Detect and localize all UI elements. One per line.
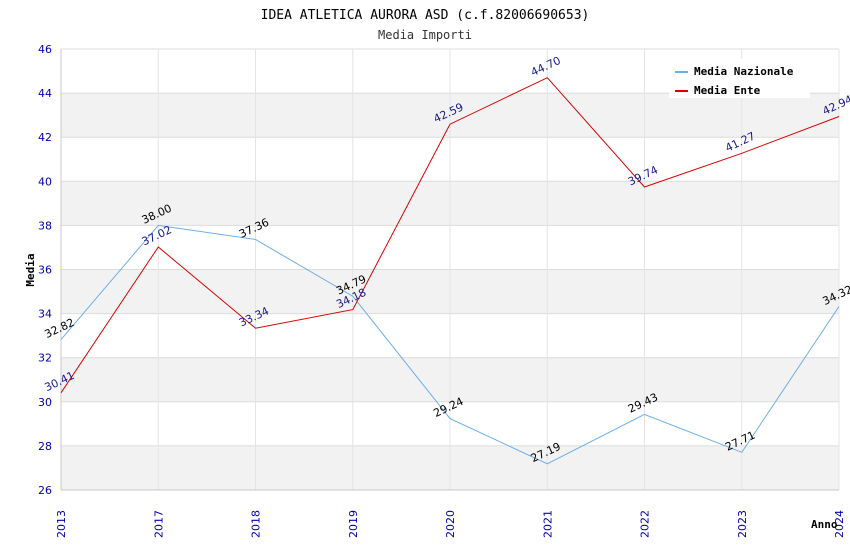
x-axis-label: Anno bbox=[811, 518, 838, 531]
y-tick-label: 28 bbox=[38, 440, 52, 453]
y-tick-label: 26 bbox=[38, 484, 52, 497]
x-tick-label: 2017 bbox=[152, 510, 165, 538]
x-tick-label: 2018 bbox=[250, 510, 263, 538]
legend-box bbox=[669, 59, 810, 98]
chart-title: IDEA ATLETICA AURORA ASD (c.f.8200669065… bbox=[261, 8, 590, 23]
y-tick-label: 38 bbox=[38, 219, 52, 232]
y-axis-ticks: 26 28 30 32 34 36 38 40 42 44 46 bbox=[38, 43, 52, 497]
y-tick-label: 34 bbox=[38, 308, 52, 321]
x-tick-label: 2022 bbox=[639, 510, 652, 538]
axes bbox=[60, 49, 839, 491]
y-tick-label: 40 bbox=[38, 175, 52, 188]
y-axis-label: Media bbox=[24, 253, 37, 286]
x-tick-label: 2019 bbox=[347, 510, 360, 538]
x-tick-label: 2013 bbox=[55, 510, 68, 538]
chart-subtitle: Media Importi bbox=[378, 28, 472, 42]
series-line-nazionale bbox=[60, 224, 840, 465]
y-tick-label: 46 bbox=[38, 43, 52, 56]
x-axis-ticks: 2013 2017 2018 2019 2020 2021 2022 2023 2024 bbox=[55, 510, 846, 538]
y-tick-label: 42 bbox=[38, 131, 52, 144]
y-tick-label: 32 bbox=[38, 352, 52, 365]
x-tick-label: 2023 bbox=[736, 510, 749, 538]
y-tick-label: 36 bbox=[38, 264, 52, 277]
series-line-ente bbox=[60, 77, 840, 394]
legend-label-nazionale: Media Nazionale bbox=[694, 65, 794, 78]
y-tick-label: 44 bbox=[38, 87, 52, 100]
x-tick-label: 2020 bbox=[444, 510, 457, 538]
x-tick-label: 2024 bbox=[833, 510, 846, 538]
legend: Media Nazionale Media Ente bbox=[669, 59, 810, 98]
y-tick-label: 30 bbox=[38, 396, 52, 409]
series-lines bbox=[60, 77, 840, 465]
x-tick-label: 2021 bbox=[541, 510, 554, 538]
legend-label-ente: Media Ente bbox=[694, 84, 761, 97]
